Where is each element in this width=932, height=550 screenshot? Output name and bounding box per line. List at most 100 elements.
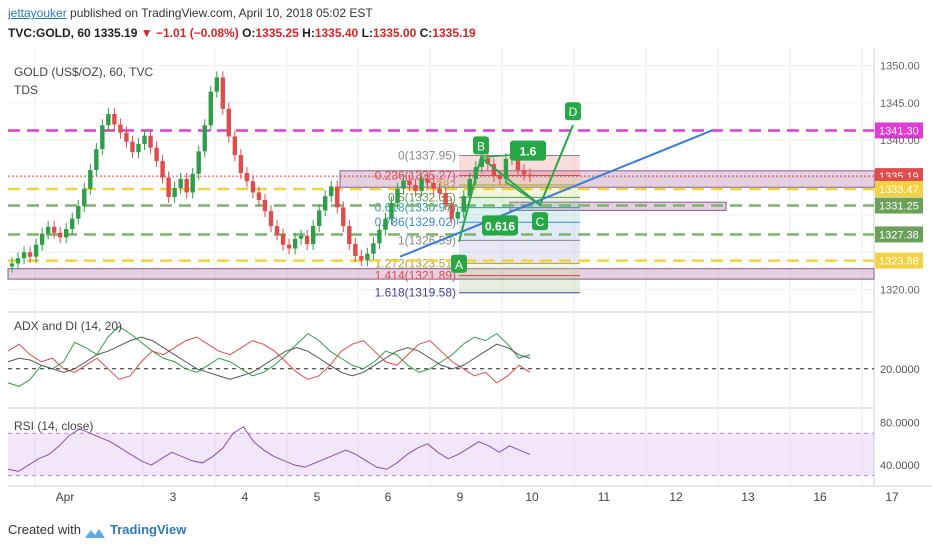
candle-body (323, 196, 328, 211)
pattern-point-badge (532, 212, 548, 231)
candle-body (461, 196, 466, 212)
trend-line (399, 129, 713, 258)
time-axis: Apr 3 4 5 6 9 10 11 12 13 16 17 (56, 490, 899, 504)
candle-body (118, 124, 123, 133)
axis-badge-label: 1333.47 (879, 184, 919, 196)
x-tick-label: 5 (314, 490, 321, 504)
candle-body (27, 252, 33, 257)
candle-body (39, 233, 45, 245)
rsi-title: RSI (14, close) (14, 419, 93, 433)
x-tick-label: 11 (598, 490, 611, 504)
candle-body (383, 218, 388, 230)
axis-badge-label: 1327.38 (879, 229, 919, 241)
tradingview-logo-icon (85, 529, 105, 538)
ratio-badge (510, 140, 546, 161)
candle-body (467, 179, 472, 197)
candle-body (15, 258, 21, 264)
candle-body (70, 218, 75, 230)
x-tick-label: 17 (885, 490, 899, 504)
candle-body (154, 147, 159, 162)
chart-background (8, 48, 874, 508)
fib-extension: 0(1337.95)0.236(1335.27)0.3820.5(1332.35… (375, 148, 580, 300)
candle-body (341, 207, 346, 227)
candle-body (33, 244, 39, 257)
candle-body (196, 151, 201, 174)
candle-body (521, 170, 527, 175)
pattern-point-badge (451, 254, 467, 273)
candle-body (64, 229, 69, 238)
down-arrow-icon: ▼ (140, 26, 153, 40)
candle-body (274, 226, 280, 235)
pattern-path (458, 124, 574, 243)
candle-body (443, 193, 448, 205)
candle-body (491, 164, 497, 177)
candle-body (166, 177, 171, 197)
candle-body (389, 202, 394, 219)
ohlc-open-val: 1335.25 (255, 26, 299, 40)
candle-body (160, 161, 165, 178)
tradingview-brand[interactable]: TradingView (110, 522, 187, 537)
harmonic-pattern: A B C D 1.6 0.616 (451, 102, 581, 273)
pattern-point-label: D (569, 105, 578, 119)
candle-body (455, 211, 460, 219)
fib-label: 0.786(1329.02) (375, 215, 456, 229)
candle-body (136, 143, 141, 153)
fib-band (459, 175, 580, 185)
fib-band (459, 275, 580, 293)
ohlc-open-key: O: (242, 26, 256, 40)
fib-label: 0.236(1335.27) (375, 169, 456, 183)
candle-body (401, 180, 406, 189)
axis-badge (875, 180, 923, 197)
candle-body (437, 188, 442, 194)
ohlc-high-key: H: (302, 26, 315, 40)
candle-body (353, 244, 358, 256)
x-tick-label: Apr (56, 490, 75, 504)
candle-body (419, 179, 424, 191)
candle-body (250, 181, 256, 193)
fib-label: 0(1337.95) (398, 148, 456, 162)
fib-label: 1(1326.59) (398, 233, 456, 247)
axis-badge-label: 1341.30 (879, 125, 919, 137)
fib-band (459, 240, 580, 264)
publish-info: published on TradingView.com, April 10, … (66, 6, 373, 20)
candle-body (280, 234, 286, 245)
footer: Created with TradingView (0, 512, 932, 550)
ohlc-low-val: 1335.00 (372, 26, 417, 40)
publish-line: jettayouker published on TradingView.com… (8, 6, 373, 20)
fib-label: 0.5(1332.35) (388, 190, 456, 204)
candle-body (335, 186, 340, 208)
ratio-label: 0.616 (485, 219, 515, 233)
candle-body (310, 226, 316, 245)
created-with: Created with (8, 522, 81, 537)
axis-badge-label: 1323.88 (879, 256, 919, 268)
candle-body (45, 226, 51, 234)
pattern-point-label: C (536, 215, 545, 229)
x-tick-label: 3 (170, 490, 177, 504)
adx-y-tick: 20.0000 (880, 364, 920, 376)
candle-body (142, 135, 147, 144)
candle-body (232, 136, 238, 156)
chart-area[interactable]: 0(1337.95)0.236(1335.27)0.3820.5(1332.35… (0, 40, 932, 510)
y-tick-label: 1345.00 (880, 98, 920, 110)
symbol-name: TVC:GOLD, 60 (8, 26, 91, 40)
candle-body (407, 180, 412, 185)
rsi-series (7, 426, 531, 472)
candle-body (497, 176, 503, 180)
author-link[interactable]: jettayouker (8, 6, 67, 20)
candle-body (226, 108, 232, 137)
y-tick-label: 1320.00 (880, 285, 920, 297)
candle-body (425, 179, 430, 183)
candle-body (76, 205, 81, 219)
ratio-label: 1.6 (520, 145, 537, 159)
x-tick-label: 9 (457, 490, 464, 504)
rsi-pane: 80.0000 40.0000 (7, 418, 920, 477)
candle-body (220, 77, 226, 109)
pattern-leg (504, 180, 541, 206)
candle-body (479, 158, 485, 168)
candle-body (377, 229, 382, 244)
candle-body (304, 235, 310, 245)
candle-body (82, 188, 87, 206)
chart-header: jettayouker published on TradingView.com… (0, 0, 932, 48)
x-tick-label: 4 (242, 490, 249, 504)
symbol-line: TVC:GOLD, 60 1335.19 ▼ −1.01 (−0.08%) O:… (8, 26, 476, 40)
